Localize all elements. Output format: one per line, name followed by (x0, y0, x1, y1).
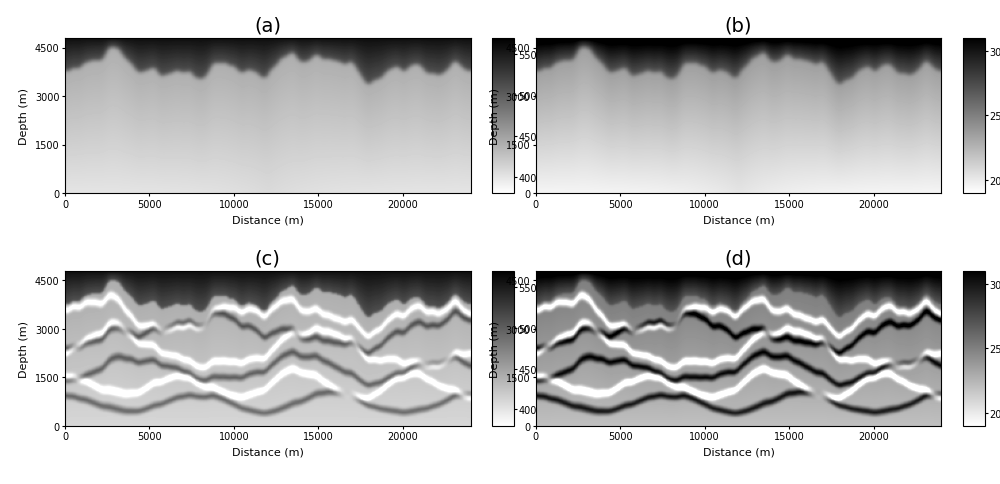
X-axis label: Distance (m): Distance (m) (703, 447, 774, 457)
Title: (c): (c) (255, 249, 281, 268)
X-axis label: Distance (m): Distance (m) (703, 215, 774, 225)
Title: (a): (a) (254, 17, 281, 36)
Y-axis label: Velocity (m/s): Velocity (m/s) (547, 78, 557, 154)
Y-axis label: Depth (m): Depth (m) (490, 88, 500, 145)
X-axis label: Distance (m): Distance (m) (232, 215, 304, 225)
Y-axis label: Velocity (m/s): Velocity (m/s) (547, 310, 557, 387)
Y-axis label: Depth (m): Depth (m) (19, 88, 29, 145)
Title: (b): (b) (725, 17, 752, 36)
Y-axis label: Depth (m): Depth (m) (490, 320, 500, 377)
Y-axis label: Depth (m): Depth (m) (19, 320, 29, 377)
X-axis label: Distance (m): Distance (m) (232, 447, 304, 457)
Title: (d): (d) (725, 249, 752, 268)
